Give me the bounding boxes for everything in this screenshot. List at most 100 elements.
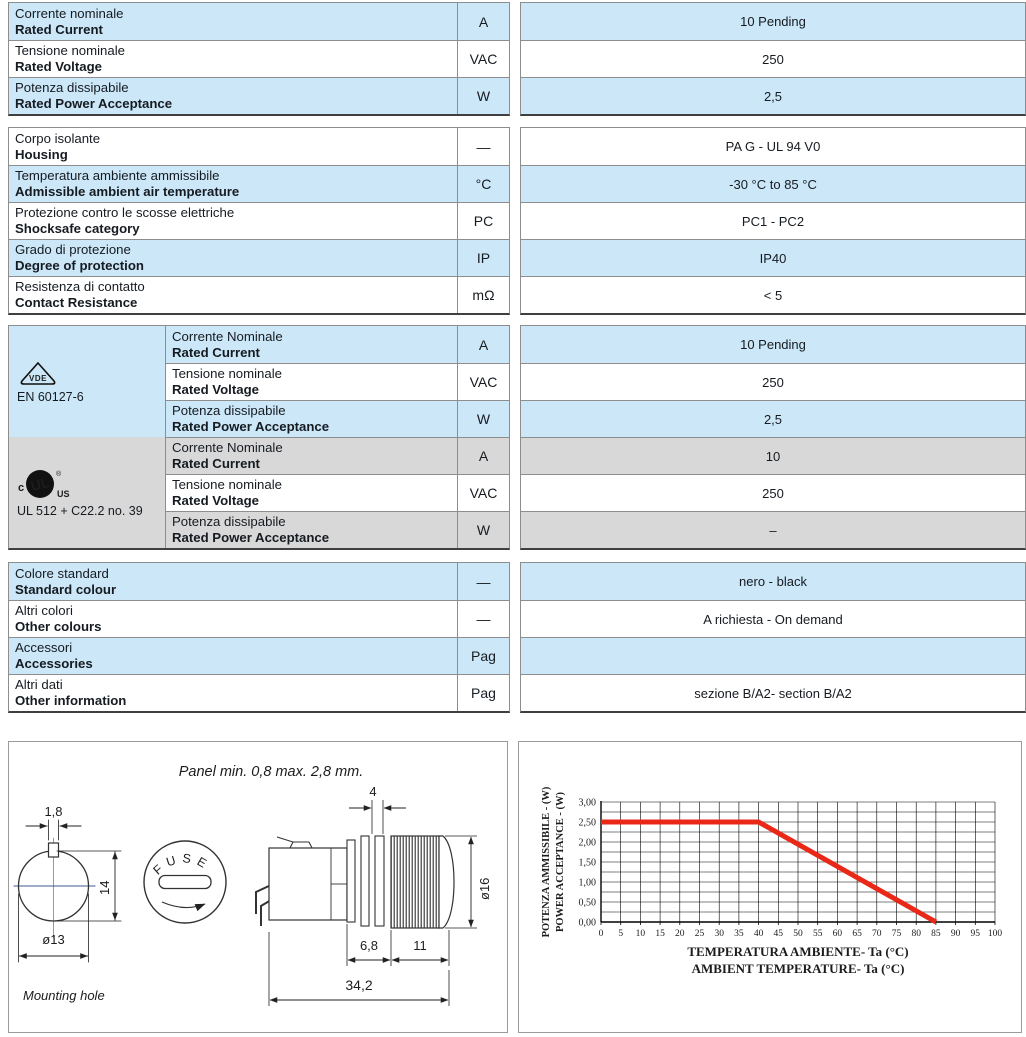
ul-power-acceptance-unit: W xyxy=(457,511,509,548)
approvals-table: VDE EN 60127-6 c UL US ® UL 512 + C22.2 … xyxy=(8,325,1026,550)
value-ambient-temp: -30 °C to 85 °C xyxy=(521,165,1025,202)
x-tick-label: 5 xyxy=(618,929,623,939)
vde-value-rated-voltage: 250 xyxy=(521,363,1025,400)
y-tick-label: 0,00 xyxy=(579,918,597,929)
row-housing-unit: — xyxy=(457,128,509,165)
value-housing: PA G - UL 94 V0 xyxy=(725,139,821,154)
vde-rated-voltage-label: Tensione nominale Rated Voltage xyxy=(165,363,457,400)
dim-height: 14 xyxy=(97,881,112,895)
row-standard-colour-unit: — xyxy=(457,563,509,600)
technical-drawing: Panel min. 0,8 max. 2,8 mm. 1,8 14 xyxy=(13,764,492,1006)
ul-rated-current-label: Corrente Nominale Rated Current xyxy=(165,437,457,474)
derating-chart: 0 5 10 15 20 25 30 35 40 45 50 55 60 65 70 75 80 85 90 95 10… xyxy=(541,786,1003,976)
y-axis-title: POWER ACCEPTANCE - (W) xyxy=(555,791,566,932)
ul-approval-cell: c UL US ® UL 512 + C22.2 no. 39 xyxy=(9,437,165,548)
x-tick-label: 50 xyxy=(793,929,803,939)
vde-approval-cell: VDE EN 60127-6 xyxy=(9,326,165,437)
general-data-table: Corpo isolante Housing — Temperatura amb… xyxy=(8,127,1026,315)
ul-value-power-acceptance: – xyxy=(521,511,1025,548)
derating-chart-box: 0 5 10 15 20 25 30 35 40 45 50 55 60 65 70 75 80 85 90 95 10… xyxy=(518,741,1022,1033)
ratings-table: Corrente nominale Rated Current A Tensio… xyxy=(8,2,1026,116)
row-rated-current-unit: A xyxy=(457,3,509,40)
row-rated-current-label: Corrente nominale Rated Current xyxy=(9,3,457,40)
mounting-hole-caption: Mounting hole xyxy=(23,988,105,1003)
ul-power-acceptance-label: Potenza dissipabile Rated Power Acceptan… xyxy=(165,511,457,548)
label-en: Rated Current xyxy=(15,21,103,37)
x-tick-label: 15 xyxy=(655,929,665,939)
row-accessories-label: Accessori Accessories xyxy=(9,637,457,674)
technical-drawing-box: Panel min. 0,8 max. 2,8 mm. 1,8 14 xyxy=(8,741,508,1033)
x-tick-label: 85 xyxy=(931,929,941,939)
row-protection-degree-label: Grado di protezione Degree of protection xyxy=(9,239,457,276)
row-ambient-temp-unit: °C xyxy=(457,165,509,202)
power-derating-line xyxy=(601,819,938,925)
value-protection-degree: IP40 xyxy=(521,239,1025,276)
keyway-mask xyxy=(48,842,59,858)
row-shocksafe-unit: PC xyxy=(457,202,509,239)
vde-logo-icon: VDE xyxy=(20,361,56,385)
row-other-info-label: Altri dati Other information xyxy=(9,674,457,711)
row-contact-resistance-label: Resistenza di contatto Contact Resistanc… xyxy=(9,276,457,313)
x-tick-label: 100 xyxy=(988,929,1003,939)
value-other-colours: A richiesta - On demand xyxy=(521,600,1025,637)
value-contact-resistance: < 5 xyxy=(521,276,1025,313)
other-labels: Colore standard Standard colour — Altri … xyxy=(8,562,510,713)
flange-plate xyxy=(346,839,356,923)
row-ambient-temp-label: Temperatura ambiente ammissibile Admissi… xyxy=(9,165,457,202)
vde-value-rated-current: 10 Pending xyxy=(521,326,1025,363)
knob-end-cap xyxy=(438,835,455,929)
value-rated-current: 10 Pending xyxy=(521,3,1025,40)
x-tick-label: 35 xyxy=(734,929,744,939)
y-tick-label: 2,00 xyxy=(579,838,597,849)
vde-rated-current-label: Corrente Nominale Rated Current xyxy=(165,326,457,363)
general-values: PA G - UL 94 V0 -30 °C to 85 °C PC1 - PC… xyxy=(520,127,1026,315)
mounting-hole-drawing: 1,8 14 ø13 Mounting hole xyxy=(13,804,122,1003)
row-accessories-unit: Pag xyxy=(457,637,509,674)
value-shocksafe: PC1 - PC2 xyxy=(521,202,1025,239)
x-tick-label: 70 xyxy=(872,929,882,939)
ul-standard: UL 512 + C22.2 no. 39 xyxy=(17,504,143,518)
approvals-labels: VDE EN 60127-6 c UL US ® UL 512 + C22.2 … xyxy=(8,325,510,550)
x-tick-label: 90 xyxy=(951,929,961,939)
row-other-info-unit: Pag xyxy=(457,674,509,711)
value-standard-colour: nero - black xyxy=(521,563,1025,600)
x-tick-label: 0 xyxy=(599,929,604,939)
x-tick-label: 55 xyxy=(813,929,823,939)
figures-row: Panel min. 0,8 max. 2,8 mm. 1,8 14 xyxy=(8,741,1026,1033)
x-tick-label: 65 xyxy=(852,929,862,939)
ratings-labels: Corrente nominale Rated Current A Tensio… xyxy=(8,2,510,116)
row-standard-colour-label: Colore standard Standard colour xyxy=(9,563,457,600)
row-power-acceptance-label: Potenza dissipabile Rated Power Acceptan… xyxy=(9,77,457,114)
svg-text:UL: UL xyxy=(29,474,51,494)
ul-rated-current-unit: A xyxy=(457,437,509,474)
knurled-knob xyxy=(390,835,440,929)
dim-neck: 6,8 xyxy=(360,938,378,953)
row-other-colours-unit: — xyxy=(457,600,509,637)
vde-rated-current-unit: A xyxy=(457,326,509,363)
value-rated-voltage: 250 xyxy=(521,40,1025,77)
dim-total-length: 34,2 xyxy=(345,977,372,993)
row-contact-resistance-unit: mΩ xyxy=(457,276,509,313)
keyway-notch xyxy=(47,842,60,858)
vde-power-acceptance-label: Potenza dissipabile Rated Power Acceptan… xyxy=(165,400,457,437)
svg-text:VDE: VDE xyxy=(29,374,47,383)
latch-lever xyxy=(276,836,294,843)
y-tick-label: 1,50 xyxy=(579,858,597,869)
vde-power-acceptance-unit: W xyxy=(457,400,509,437)
x-tick-label: 60 xyxy=(833,929,843,939)
row-protection-degree-unit: IP xyxy=(457,239,509,276)
cap-slot xyxy=(158,874,212,890)
fuse-label: FUSE xyxy=(151,851,214,877)
x-axis-title: AMBIENT TEMPERATURE- Ta (°C) xyxy=(692,961,905,976)
approvals-values: 10 Pending 250 2,5 10 250 – xyxy=(520,325,1026,550)
dim-key-width: 1,8 xyxy=(44,804,62,819)
x-tick-label: 10 xyxy=(636,929,646,939)
panel-plate-1 xyxy=(360,835,370,927)
value-power-acceptance: 2,5 xyxy=(521,77,1025,114)
y-tick-label: 1,00 xyxy=(579,878,597,889)
ratings-values: 10 Pending 250 2,5 xyxy=(520,2,1026,116)
x-tick-label: 20 xyxy=(675,929,685,939)
row-rated-voltage-label: Tensione nominale Rated Voltage xyxy=(9,40,457,77)
svg-text:c: c xyxy=(18,482,24,494)
row-rated-voltage-unit: VAC xyxy=(457,40,509,77)
